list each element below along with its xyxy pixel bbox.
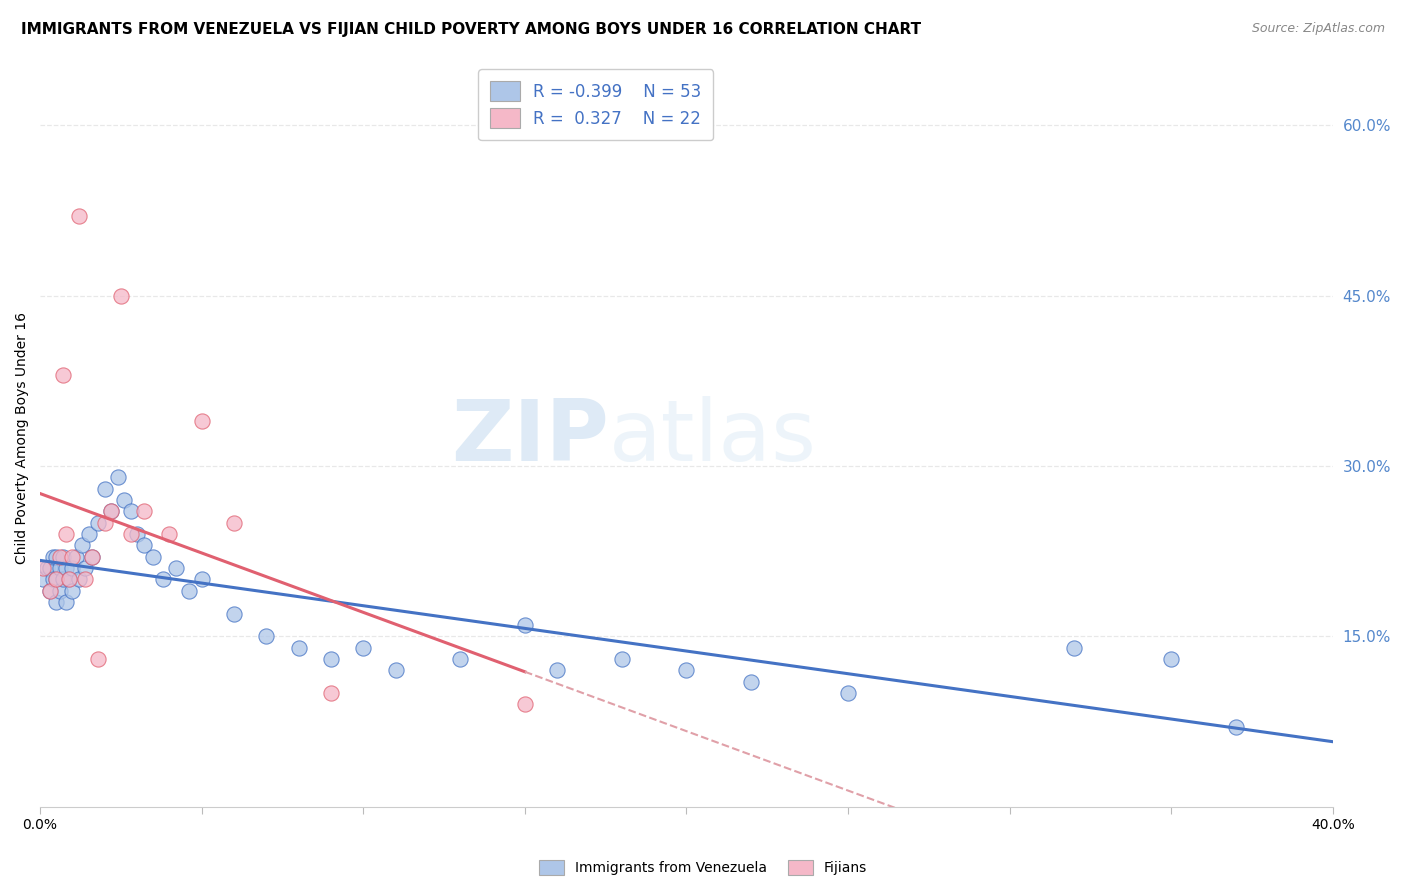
Point [55,561,77,575]
Point [352,640,374,655]
Point [190,413,212,427]
Point [157,527,180,541]
Point [100,504,122,518]
Point [65,549,87,564]
Point [546,663,568,677]
Point [80,549,103,564]
Point [42,549,65,564]
Point [77,527,100,541]
Point [38,561,60,575]
Point [100,504,122,518]
Y-axis label: Child Poverty Among Boys Under 16: Child Poverty Among Boys Under 16 [15,311,30,564]
Point [319,686,342,700]
Point [52,549,75,564]
Point [45,595,67,609]
Point [80,549,103,564]
Point [190,573,212,587]
Point [132,538,155,552]
Point [675,663,697,677]
Point [132,504,155,518]
Point [513,618,536,632]
Point [177,583,200,598]
Text: Source: ZipAtlas.com: Source: ZipAtlas.com [1251,22,1385,36]
Point [32,561,55,575]
Point [1160,652,1182,666]
Point [48,583,70,598]
Point [610,652,633,666]
Point [48,561,70,575]
Point [45,573,67,587]
Point [70,538,93,552]
Point [319,652,342,666]
Point [48,549,70,564]
Point [58,573,80,587]
Point [55,527,77,541]
Point [52,573,75,587]
Point [107,470,129,484]
Point [62,583,84,598]
Point [254,629,277,643]
Point [513,698,536,712]
Point [93,482,115,496]
Text: ZIP: ZIP [451,396,609,479]
Point [42,573,65,587]
Point [112,493,135,508]
Point [38,583,60,598]
Point [740,674,762,689]
Text: IMMIGRANTS FROM VENEZUELA VS FIJIAN CHILD POVERTY AMONG BOYS UNDER 16 CORRELATIO: IMMIGRANTS FROM VENEZUELA VS FIJIAN CHIL… [21,22,921,37]
Point [55,595,77,609]
Point [87,516,110,530]
Point [52,368,75,383]
Point [45,549,67,564]
Point [110,288,132,302]
Point [67,573,90,587]
Point [75,573,97,587]
Text: atlas: atlas [609,396,817,479]
Point [222,516,245,530]
Point [222,607,245,621]
Point [142,549,165,564]
Point [45,573,67,587]
Point [165,561,187,575]
Point [384,663,406,677]
Legend: Immigrants from Venezuela, Fijians: Immigrants from Venezuela, Fijians [533,855,873,880]
Point [120,527,142,541]
Point [62,561,84,575]
Point [38,583,60,598]
Point [1063,640,1085,655]
Point [32,573,55,587]
Point [93,516,115,530]
Point [35,561,58,575]
Point [125,527,148,541]
Point [152,573,174,587]
Point [287,640,309,655]
Point [837,686,859,700]
Point [1225,720,1247,734]
Point [62,549,84,564]
Point [120,504,142,518]
Point [449,652,471,666]
Point [58,573,80,587]
Point [75,561,97,575]
Point [87,652,110,666]
Legend: R = -0.399    N = 53, R =  0.327    N = 22: R = -0.399 N = 53, R = 0.327 N = 22 [478,70,713,140]
Point [67,209,90,223]
